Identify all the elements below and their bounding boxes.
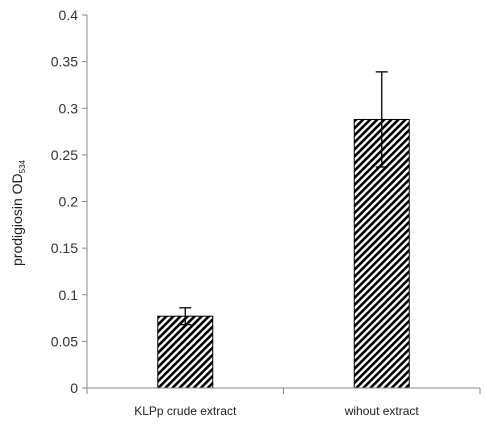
y-tick-label: 0.2 (59, 194, 79, 210)
y-tick-label: 0.35 (51, 54, 78, 70)
x-axis-ticks (86, 388, 481, 394)
y-tick-label: 0 (70, 380, 78, 396)
y-axis-title: prodigiosin OD534 (9, 159, 27, 266)
error-bars (179, 71, 388, 326)
y-tick-label: 0.05 (51, 333, 78, 349)
y-tick-label: 0.15 (51, 240, 78, 256)
y-axis-title-subscript: 534 (18, 159, 27, 173)
bars (157, 118, 410, 389)
y-axis-ticks: 0 0.05 0.1 0.15 0.2 0.25 0.3 0.35 0.4 (51, 7, 87, 396)
y-tick-label: 0.3 (59, 100, 79, 116)
y-tick-label: 0.4 (59, 7, 79, 23)
bar-1 (157, 315, 214, 389)
x-axis-labels: KLPp crude extract wihout extract (134, 404, 419, 418)
y-tick-label: 0.25 (51, 147, 78, 163)
x-category-label: KLPp crude extract (134, 404, 237, 418)
x-category-label: wihout extract (344, 404, 420, 418)
y-axis-title-main: prodigiosin OD (9, 173, 25, 266)
y-tick-label: 0.1 (59, 287, 79, 303)
